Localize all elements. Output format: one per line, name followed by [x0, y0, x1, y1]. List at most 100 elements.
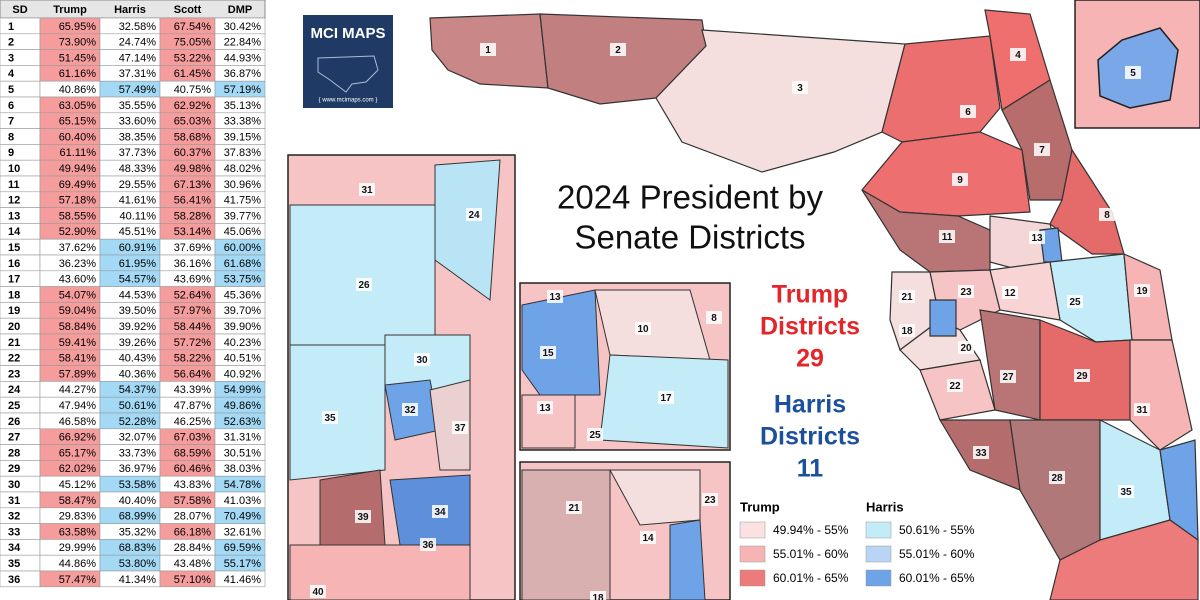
district-label: 8	[1104, 210, 1110, 221]
table-cell: 35.32%	[119, 526, 157, 538]
table-cell: 61.95%	[119, 258, 157, 270]
district-label: 31	[361, 185, 373, 196]
table-cell-bg	[0, 17, 41, 35]
table-cell: 29.83%	[59, 511, 97, 523]
table-cell: 52.63%	[224, 416, 262, 428]
table-cell: 70.49%	[224, 511, 262, 523]
district-label: 25	[589, 430, 601, 441]
district-label-bg	[947, 379, 963, 392]
table-cell: 61.45%	[174, 68, 212, 80]
table-cell: 58.47%	[59, 495, 97, 507]
table-cell: 53.58%	[119, 479, 157, 491]
district-label: 35	[1120, 487, 1132, 498]
table-cell: 14	[8, 226, 21, 238]
table-cell: 12	[8, 195, 20, 207]
table-cell: 40.43%	[119, 353, 157, 365]
legend-label: 55.01% - 60%	[773, 547, 849, 561]
table-cell: 45.06%	[224, 226, 262, 238]
trump-summary: 29	[796, 345, 824, 373]
table-cell: 63.05%	[59, 100, 97, 112]
table-cell: 30	[8, 479, 20, 491]
district-label-bg	[356, 278, 372, 291]
district-label: 24	[468, 210, 480, 221]
table-cell: 61.11%	[60, 147, 97, 159]
district-label: 20	[960, 343, 972, 354]
table-cell: 45.12%	[59, 479, 97, 491]
table-cell: 54.57%	[119, 274, 157, 286]
table-cell: 29.55%	[119, 179, 157, 191]
district-label-bg	[402, 403, 418, 416]
district-label-bg	[452, 421, 468, 434]
table-cell: 52.64%	[174, 289, 212, 301]
table-cell: 15	[8, 242, 20, 254]
inset-tampa	[519, 461, 731, 600]
table-cell: 61.68%	[224, 258, 262, 270]
table-cell: 62.02%	[59, 463, 97, 475]
district-label-bg	[635, 322, 651, 335]
table-cell: 58.28%	[174, 210, 212, 222]
table-cell: 39.70%	[224, 305, 262, 317]
legend-title: Trump	[740, 499, 780, 514]
district-label-bg	[432, 505, 448, 518]
district-label: 37	[454, 423, 466, 434]
district-label: 26	[358, 280, 370, 291]
table-cell: 53.14%	[174, 226, 212, 238]
table-cell: 67.54%	[174, 21, 212, 33]
logo-us-outline	[317, 55, 379, 93]
table-cell: 31	[8, 495, 20, 507]
table-cell: 44.27%	[59, 384, 97, 396]
table-cell: 53.75%	[224, 274, 262, 286]
table-cell: 57.58%	[174, 495, 212, 507]
district-label-bg	[939, 230, 955, 243]
table-cell: 35	[8, 558, 20, 570]
table-cell: 62.92%	[174, 100, 212, 112]
table-cell: 61.16%	[59, 68, 97, 80]
table-cell: 37.31%	[119, 68, 157, 80]
district-label: 27	[1002, 372, 1014, 383]
table-cell: 69.49%	[59, 179, 97, 191]
logo-title: MCI MAPS	[311, 25, 386, 42]
table-cell: 5	[8, 84, 14, 96]
district-label-bg	[640, 531, 656, 544]
district-label-bg	[590, 591, 606, 600]
table-cell: 32.61%	[224, 526, 262, 538]
legend-swatch	[865, 521, 892, 539]
district-label-bg	[960, 105, 976, 118]
table-cell-bg	[0, 112, 41, 129]
table-cell: 30.96%	[224, 179, 262, 191]
table-cell: 49.98%	[174, 163, 212, 175]
table-cell-bg	[0, 144, 41, 161]
table-cell: 29	[8, 463, 20, 475]
table-cell: 40.75%	[174, 84, 212, 96]
table-cell: 65.03%	[174, 116, 212, 128]
table-cell: 41.61%	[119, 195, 157, 207]
table-cell: 68.99%	[119, 511, 157, 523]
district-label-bg	[587, 428, 603, 441]
table-cell: 54.07%	[59, 289, 97, 301]
legend-swatch	[739, 545, 766, 563]
table-cell: 57.97%	[174, 305, 212, 317]
table-cell: 45.36%	[224, 289, 262, 301]
table-cell: 32.58%	[119, 21, 157, 33]
district-label-bg	[537, 401, 553, 414]
table-header: Scott	[174, 4, 202, 16]
table-cell: 46.58%	[59, 416, 97, 428]
table-cell: 25	[8, 400, 20, 412]
table-cell-bg	[0, 65, 41, 82]
table-cell: 55.17%	[224, 558, 262, 570]
table-header: Harris	[114, 4, 146, 16]
district-label: 12	[1004, 288, 1016, 299]
table-cell: 53.80%	[119, 558, 157, 570]
inset-south	[287, 154, 516, 600]
table-cell: 52.90%	[59, 226, 97, 238]
district-label: 13	[1031, 233, 1043, 244]
district-label: 10	[637, 324, 649, 335]
legend-title: Harris	[866, 499, 904, 514]
table-cell: 30.51%	[224, 447, 262, 459]
table-cell: 37.83%	[224, 147, 262, 159]
district-label: 36	[422, 540, 434, 551]
table-cell-bg	[0, 80, 41, 98]
table-cell: 58.22%	[174, 353, 212, 365]
table-cell: 21	[8, 337, 20, 349]
